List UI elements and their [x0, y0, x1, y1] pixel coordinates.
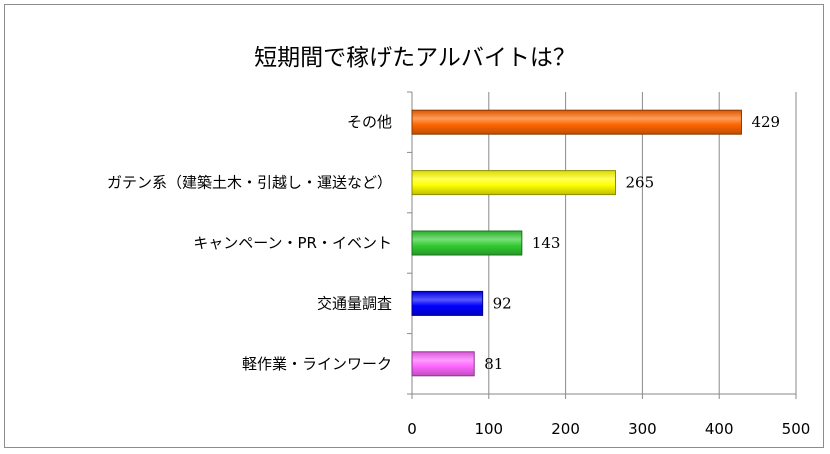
data-label-1: 265 [626, 174, 655, 192]
bar-3 [411, 290, 484, 316]
category-label-0: その他 [347, 113, 392, 131]
chart-title: 短期間で稼げたアルバイトは？ [254, 45, 576, 71]
bar-4 [411, 351, 475, 377]
bar-2 [411, 230, 523, 256]
category-label-2: キャンペーン・PR・イベント [193, 234, 392, 252]
x-tick-label-400: 400 [705, 420, 734, 438]
data-label-4: 81 [484, 355, 503, 373]
data-label-3: 92 [493, 294, 512, 312]
x-tick-label-0: 0 [407, 420, 417, 438]
category-label-3: 交通量調査 [317, 294, 392, 312]
x-tick-label-300: 300 [628, 420, 657, 438]
x-tick-label-200: 200 [551, 420, 580, 438]
data-label-0: 429 [751, 113, 780, 131]
x-tick-label-100: 100 [474, 420, 503, 438]
bar-0 [411, 109, 742, 135]
category-label-1: ガテン系（建築土木・引越し・運送など） [107, 174, 392, 192]
data-label-2: 143 [532, 234, 561, 252]
x-tick-label-500: 500 [782, 420, 811, 438]
category-label-4: 軽作業・ラインワーク [242, 355, 392, 373]
bar-1 [411, 170, 617, 196]
